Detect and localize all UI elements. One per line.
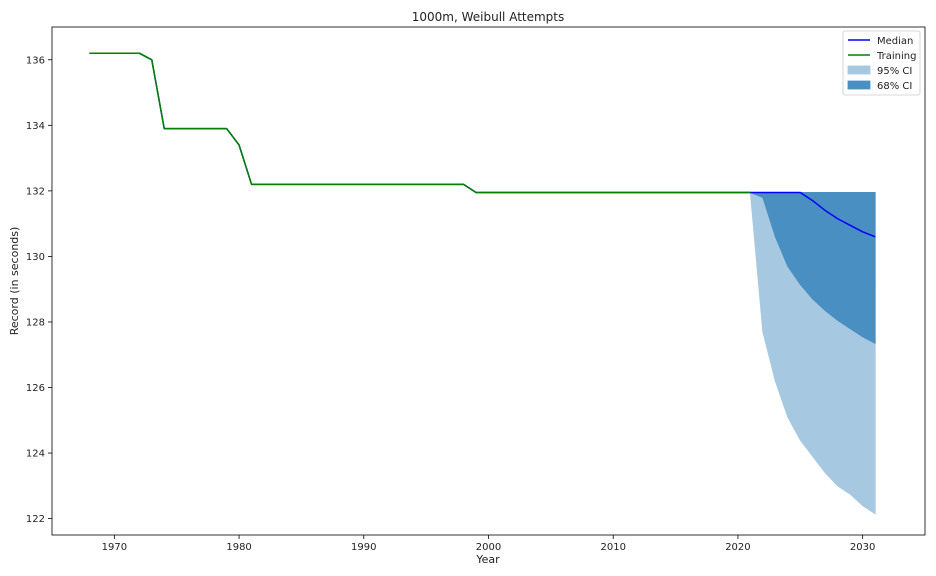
x-tick-label: 1980 bbox=[226, 542, 251, 553]
x-tick-label: 2030 bbox=[850, 542, 875, 553]
legend-label-median: Median bbox=[877, 36, 913, 47]
legend-label-ci68: 68% CI bbox=[877, 81, 912, 92]
y-axis-title: Record (in seconds) bbox=[8, 227, 21, 336]
legend-box bbox=[842, 30, 921, 96]
y-tick-label: 132 bbox=[26, 186, 45, 197]
legend-label-training: Training bbox=[876, 51, 916, 62]
y-tick-label: 128 bbox=[26, 317, 45, 328]
y-axis-ticks: 122 124 126 128 130 132 134 136 bbox=[26, 55, 52, 525]
x-tick-label: 2010 bbox=[600, 542, 625, 553]
x-axis-title: Year bbox=[475, 553, 500, 566]
y-tick-label: 134 bbox=[26, 121, 45, 132]
x-axis-ticks: 1970 1980 1990 2000 2010 2020 2030 bbox=[102, 535, 875, 553]
y-tick-label: 124 bbox=[26, 449, 45, 460]
y-tick-label: 126 bbox=[26, 383, 45, 394]
legend-swatch-ci68 bbox=[847, 80, 871, 90]
y-tick-label: 122 bbox=[26, 514, 45, 525]
x-tick-label: 2000 bbox=[476, 542, 501, 553]
legend: Median Training 95% CI 68% CI bbox=[842, 30, 921, 96]
y-tick-label: 136 bbox=[26, 55, 45, 66]
ci-bands bbox=[749, 192, 876, 515]
x-tick-label: 1970 bbox=[102, 542, 127, 553]
chart-title: 1000m, Weibull Attempts bbox=[412, 10, 565, 24]
legend-label-ci95: 95% CI bbox=[877, 66, 912, 77]
legend-swatch-ci95 bbox=[847, 65, 871, 75]
training-line bbox=[89, 52, 751, 194]
y-tick-label: 130 bbox=[26, 252, 45, 263]
x-tick-label: 1990 bbox=[351, 542, 376, 553]
series-lines bbox=[89, 52, 876, 238]
x-tick-label: 2020 bbox=[725, 542, 750, 553]
